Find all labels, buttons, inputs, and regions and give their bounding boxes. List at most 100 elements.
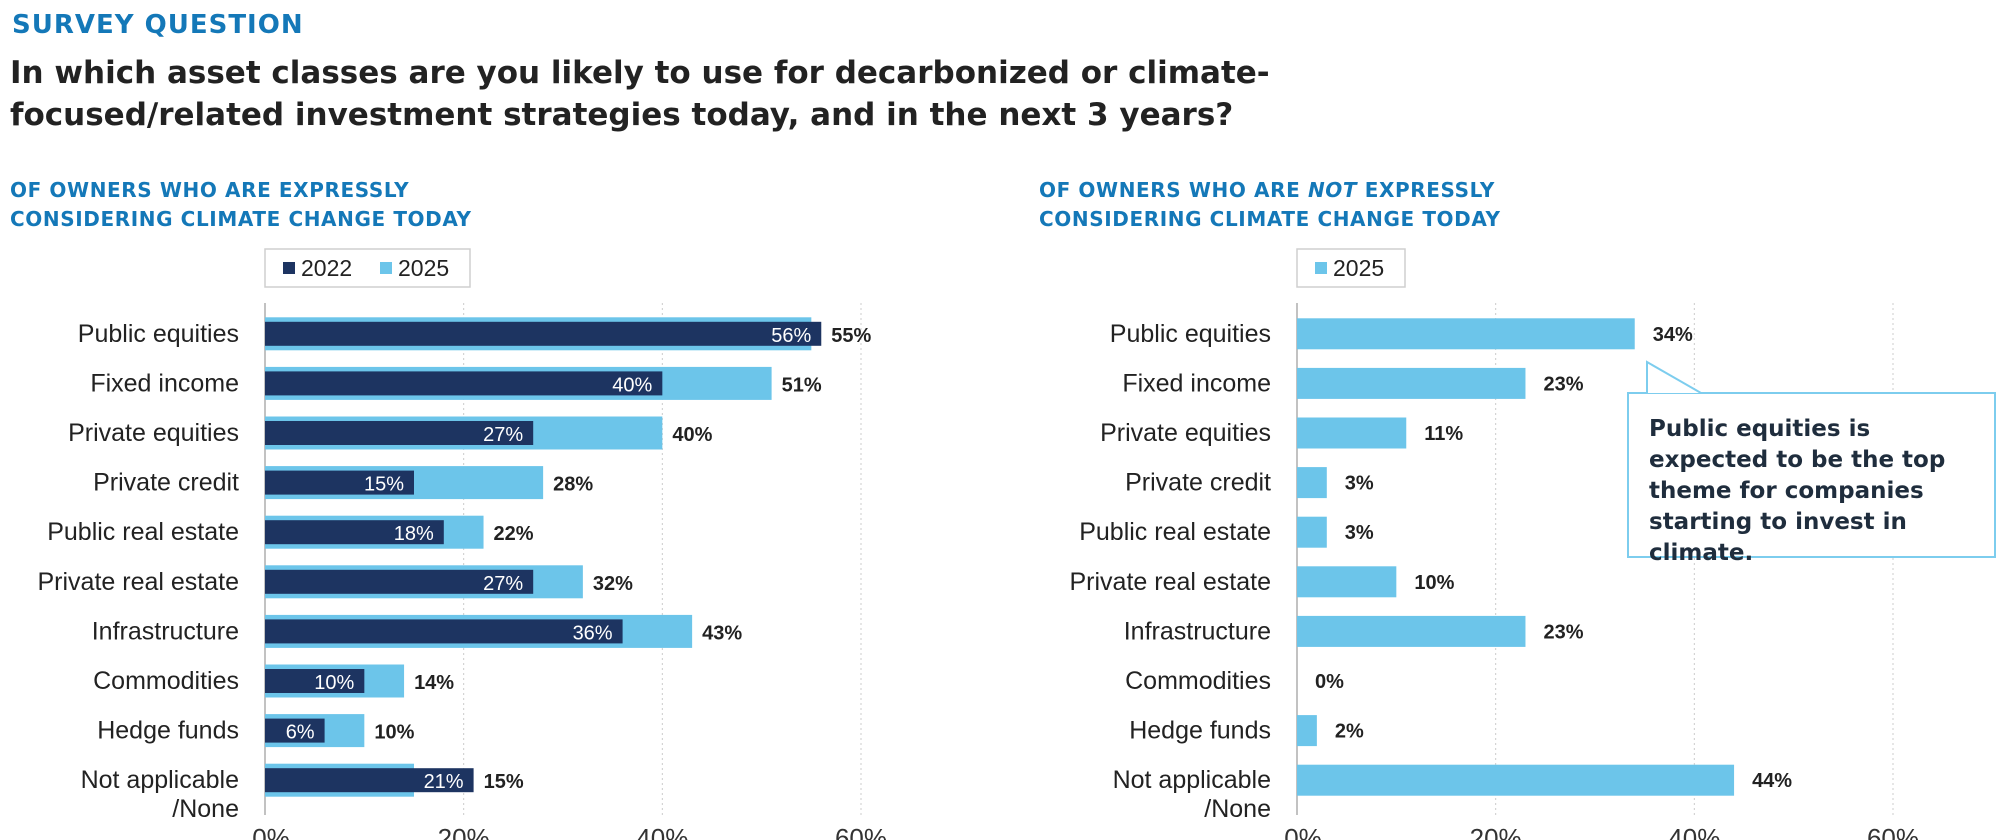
x-tick-label: 60% [835, 823, 887, 840]
bar-2025-fixed-income [1297, 367, 1526, 399]
category-label-private-equities: Private equities [68, 419, 239, 447]
callout-box: Public equities is expected to be the to… [1627, 392, 1996, 566]
right-panel-subtitle: OF OWNERS WHO ARE NOT EXPRESSLY CONSIDER… [1039, 176, 1501, 234]
label-2022-hedge-funds: 6% [286, 722, 315, 744]
category-label-hedge-funds: Hedge funds [1129, 717, 1271, 745]
category-label-public-real-estate: Public real estate [1079, 518, 1271, 546]
label-2025-hedge-funds: 10% [374, 722, 414, 744]
survey-question: In which asset classes are you likely to… [10, 55, 1270, 133]
legend-label-2022: 2022 [301, 255, 352, 281]
label-2025-private-real-estate: 10% [1414, 572, 1454, 594]
category-label-fixed-income: Fixed income [90, 369, 239, 397]
legend-box [264, 248, 471, 288]
label-2025-private-credit: 3% [1345, 473, 1374, 495]
left-subtitle-line1: OF OWNERS WHO ARE EXPRESSLY [10, 178, 410, 202]
label-2025-private-equities: 11% [1424, 423, 1463, 445]
legend-label-2025: 2025 [1333, 255, 1384, 281]
category-label-public-equities: Public equities [78, 320, 239, 348]
category-label-public-equities: Public equities [1110, 320, 1271, 348]
bar-2022-private-equities [265, 421, 534, 445]
label-2025-not-applicable-none: 44% [1752, 770, 1792, 792]
bar-2025-private-credit [1297, 467, 1327, 499]
bar-2022-hedge-funds [265, 718, 325, 743]
label-2025-commodities: 14% [414, 672, 454, 694]
left-subtitle-line2: CONSIDERING CLIMATE CHANGE TODAY [10, 207, 472, 231]
category-label-not-applicable-none: Not applicable [1113, 766, 1271, 794]
label-2022-fixed-income: 40% [612, 374, 652, 396]
label-2025-not-applicable-none: 15% [484, 771, 524, 793]
bar-2022-fixed-income [265, 371, 663, 396]
legend-label-2025: 2025 [398, 255, 449, 281]
category-label-private-credit: Private credit [1125, 469, 1271, 497]
section-kicker: SURVEY QUESTION [12, 10, 304, 40]
legend-swatch-2025 [1315, 262, 1327, 274]
category-label-private-credit: Private credit [93, 469, 239, 497]
bar-2025-public-equities [1297, 318, 1635, 350]
category-label-not-applicable-none-line2: /None [172, 795, 239, 823]
label-2022-public-real-estate: 18% [394, 523, 434, 545]
category-label-not-applicable-none: Not applicable [81, 766, 239, 794]
category-label-not-applicable-none-line2: /None [1204, 795, 1271, 823]
bar-2022-public-real-estate [265, 520, 444, 545]
right-subtitle-emphasis: NOT [1307, 178, 1358, 202]
label-2025-hedge-funds: 2% [1335, 721, 1364, 743]
label-2025-public-equities: 55% [831, 325, 871, 347]
label-2022-public-equities: 56% [771, 325, 811, 347]
label-2025-fixed-income: 23% [1543, 373, 1583, 395]
bar-2022-private-credit [265, 470, 414, 495]
x-tick-label: 0% [1284, 823, 1322, 840]
category-label-infrastructure: Infrastructure [1124, 617, 1271, 645]
label-2022-commodities: 10% [314, 672, 354, 694]
category-label-infrastructure: Infrastructure [92, 617, 239, 645]
bar-2022-commodities [265, 669, 365, 693]
bar-2022-public-equities [265, 321, 822, 346]
bar-2025-private-equities [1297, 417, 1407, 449]
label-2022-infrastructure: 36% [573, 622, 613, 644]
category-label-private-real-estate: Private real estate [1070, 568, 1272, 596]
label-2025-private-equities: 40% [672, 424, 712, 446]
left-bar-chart: 0% 20% 40% 60% Public equities 56% 55% Fixed in… [38, 248, 887, 840]
bar-2022-infrastructure [265, 619, 623, 644]
x-tick-label: 60% [1867, 823, 1919, 840]
bar-2025-private-real-estate [1297, 566, 1397, 598]
x-tick-label: 0% [252, 823, 290, 840]
label-2022-private-equities: 27% [483, 424, 523, 446]
label-2025-private-credit: 28% [553, 474, 593, 496]
category-label-private-real-estate: Private real estate [38, 568, 240, 596]
bar-2025-hedge-funds [1297, 715, 1317, 747]
label-2025-fixed-income: 51% [782, 374, 822, 396]
x-tick-label: 20% [438, 823, 490, 840]
right-subtitle-line2: CONSIDERING CLIMATE CHANGE TODAY [1039, 207, 1501, 231]
bar-2022-not-applicable-none [265, 768, 474, 793]
category-label-private-equities: Private equities [1100, 419, 1271, 447]
bar-2025-not-applicable-none [1297, 764, 1735, 796]
label-2025-public-real-estate: 3% [1345, 522, 1374, 544]
category-label-fixed-income: Fixed income [1122, 369, 1271, 397]
bar-2022-private-real-estate [265, 569, 534, 594]
right-subtitle-pre: OF OWNERS WHO ARE [1039, 178, 1308, 202]
callout-text: Public equities is expected to be the to… [1649, 416, 1946, 566]
label-2025-infrastructure: 23% [1543, 621, 1583, 643]
left-panel-subtitle: OF OWNERS WHO ARE EXPRESSLY CONSIDERING … [10, 176, 472, 234]
legend-swatch-2022 [283, 262, 295, 274]
x-tick-label: 20% [1470, 823, 1522, 840]
category-label-hedge-funds: Hedge funds [97, 717, 239, 745]
label-2025-commodities: 0% [1315, 671, 1344, 693]
x-tick-label: 40% [636, 823, 688, 840]
x-tick-label: 40% [1668, 823, 1720, 840]
right-subtitle-line1: OF OWNERS WHO ARE NOT EXPRESSLY [1039, 176, 1501, 205]
label-2022-private-real-estate: 27% [483, 573, 523, 595]
category-label-commodities: Commodities [1125, 667, 1271, 695]
right-subtitle-post: EXPRESSLY [1357, 178, 1495, 202]
category-label-public-real-estate: Public real estate [47, 518, 239, 546]
label-2022-private-credit: 15% [364, 474, 404, 496]
bar-2025-infrastructure [1297, 615, 1526, 647]
category-label-commodities: Commodities [93, 667, 239, 695]
label-2025-private-real-estate: 32% [593, 573, 633, 595]
label-2025-public-equities: 34% [1653, 324, 1693, 346]
label-2025-public-real-estate: 22% [494, 523, 534, 545]
label-2025-infrastructure: 43% [702, 622, 742, 644]
label-2022-not-applicable-none: 21% [424, 771, 464, 793]
bar-2025-public-real-estate [1297, 516, 1327, 548]
